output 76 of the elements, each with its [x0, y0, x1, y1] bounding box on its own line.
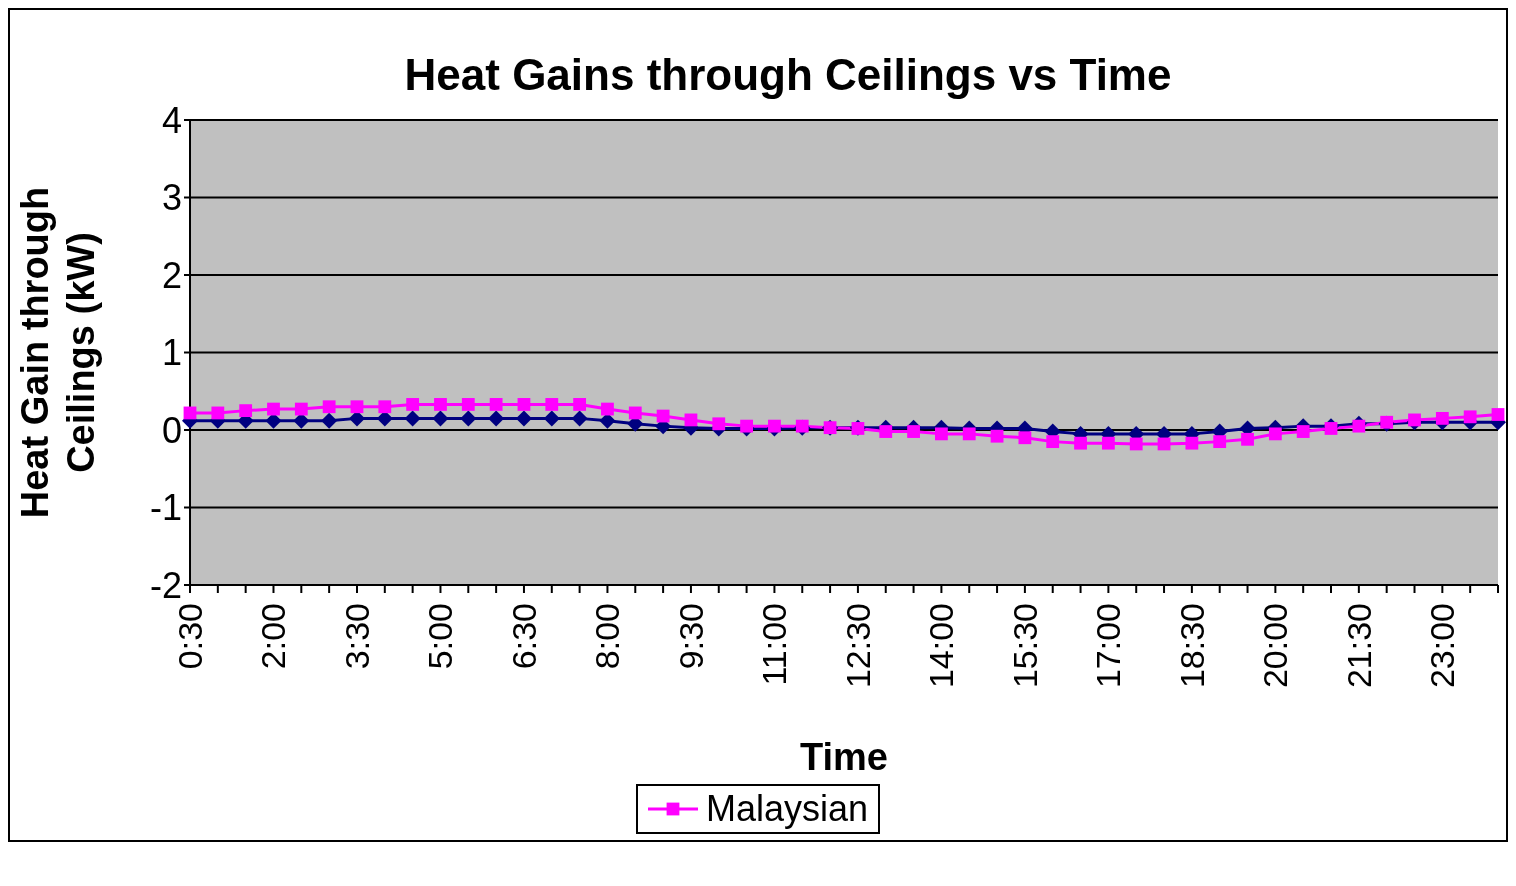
y-tick-label: 1	[161, 332, 182, 374]
x-tick-label: 18:30	[1172, 603, 1211, 689]
x-tick-label: 3:30	[337, 603, 376, 670]
x-tick-label: 6:30	[504, 603, 543, 670]
x-tick-label: 12:30	[838, 603, 877, 689]
x-tick-label: 23:00	[1423, 603, 1462, 689]
point	[488, 410, 505, 427]
point	[907, 425, 920, 438]
y-tick-label: 0	[161, 409, 182, 451]
point	[1101, 436, 1115, 450]
point	[768, 419, 781, 433]
point	[740, 419, 753, 433]
point	[935, 427, 948, 441]
point	[962, 427, 976, 441]
point	[461, 398, 475, 411]
point	[628, 406, 642, 420]
point	[601, 402, 614, 416]
x-tick-label: 5:00	[421, 603, 460, 670]
x-tick-label: 20:00	[1256, 603, 1295, 689]
x-axis-title: Time	[799, 736, 889, 778]
point	[545, 398, 559, 411]
point	[378, 400, 392, 414]
point	[1213, 435, 1227, 449]
y-tick-label: -2	[149, 564, 182, 606]
y-tick-label: 4	[161, 99, 182, 141]
x-tick-label: 0:30	[171, 603, 209, 670]
point	[1018, 431, 1032, 445]
point	[1185, 436, 1199, 450]
point	[1268, 427, 1282, 441]
point	[350, 400, 364, 414]
point	[321, 412, 338, 429]
point	[432, 410, 449, 427]
point	[239, 404, 253, 418]
point	[1435, 411, 1449, 425]
y-tick-label: 3	[161, 177, 182, 219]
point	[1324, 422, 1338, 435]
point	[294, 402, 308, 416]
point	[515, 410, 532, 427]
point	[1129, 437, 1143, 451]
point	[267, 402, 280, 416]
point	[404, 410, 421, 427]
point	[656, 409, 670, 423]
chart-title: Heat Gains through Ceilings vs Time	[403, 49, 1173, 100]
point	[406, 398, 420, 411]
point	[571, 410, 588, 427]
x-tick-label: 21:30	[1339, 603, 1378, 689]
y-tick-label: 2	[161, 254, 182, 296]
point	[1074, 436, 1087, 450]
x-tick-label: 2:00	[254, 603, 293, 670]
x-tick-label: 14:00	[922, 603, 961, 689]
point	[1463, 410, 1477, 424]
x-tick-label: 8:00	[588, 603, 627, 670]
x-tick-label: 11:00	[755, 603, 794, 686]
y-axis-title: Heat Gain through Ceilings (kW)	[14, 186, 102, 519]
x-tick-label: 15:30	[1005, 603, 1044, 689]
legend-label: Malaysian	[705, 788, 869, 830]
point	[460, 410, 477, 427]
point	[434, 398, 447, 411]
point	[573, 398, 587, 411]
x-tick-label: 17:00	[1089, 603, 1128, 689]
point	[1296, 425, 1310, 438]
y-tick-label: -1	[149, 487, 182, 529]
point	[1046, 435, 1060, 449]
x-tick-label: 9:30	[671, 603, 710, 670]
point	[712, 417, 726, 431]
point	[517, 398, 531, 411]
point	[1408, 413, 1421, 427]
point	[1352, 419, 1366, 433]
point	[322, 400, 336, 414]
point	[543, 410, 560, 427]
point	[1241, 432, 1254, 446]
point	[990, 429, 1004, 443]
point	[879, 425, 893, 438]
point	[1491, 408, 1505, 421]
point	[211, 406, 225, 420]
point	[489, 398, 503, 411]
